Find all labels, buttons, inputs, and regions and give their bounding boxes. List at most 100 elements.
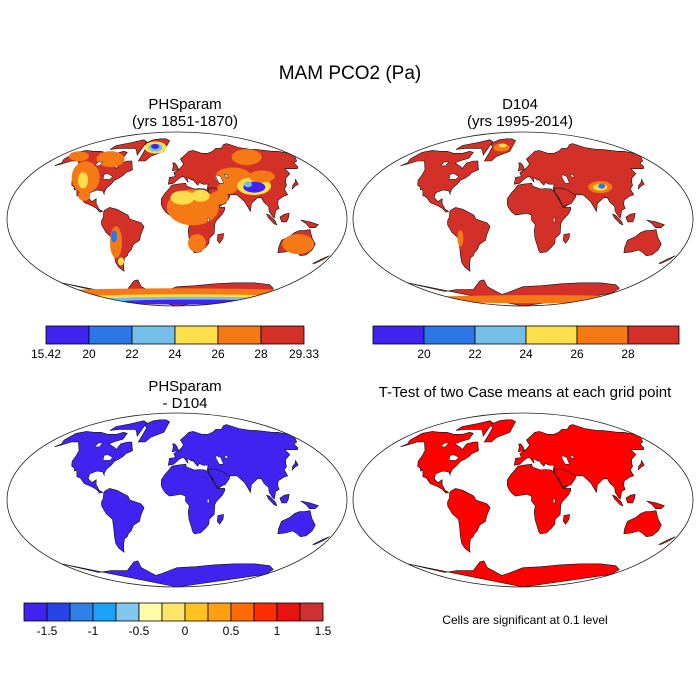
map-mean-case-andes-blue <box>111 230 118 243</box>
map-mean-case-lake-1 <box>102 173 114 180</box>
map-difference-canadian-islands <box>109 420 148 437</box>
map-mean-case-canada-orange <box>96 151 125 168</box>
colorbar-mean-ref: 20 22 24 26 28 <box>372 325 680 361</box>
map-mean-ref-lake-1 <box>448 173 460 180</box>
map-mean-ref-lake-2 <box>561 174 570 184</box>
panel-2-title: D104 (yrs 1995-2014) <box>355 96 685 130</box>
colorbar-difference-label-7: 0 <box>182 624 189 638</box>
map-mean-case-rockies-yellow <box>78 172 89 189</box>
map-significance-lake-2 <box>561 455 570 465</box>
map-difference-borneo <box>279 493 290 504</box>
colorbar-difference-label-9: 0.5 <box>223 624 240 638</box>
colorbar-mean-case-label-0: 15.42 <box>31 347 61 361</box>
map-mean-case-alaska-orange <box>69 151 89 162</box>
colorbar-mean-case-label-1: 20 <box>82 347 96 361</box>
map-mean-case-new-zealand <box>312 255 330 264</box>
colorbar-difference-box-0 <box>23 602 48 622</box>
map-mean-case <box>6 131 348 307</box>
map-mean-ref-canadian-islands <box>455 139 494 156</box>
map-mean-case-tibet-lightblue <box>244 181 252 188</box>
map-significance-africa <box>506 463 572 535</box>
map-significance-eurasia <box>513 424 645 500</box>
map-difference-british-isles <box>171 443 180 453</box>
colorbar-difference-label-11: 1 <box>274 624 281 638</box>
map-significance-border <box>352 412 694 588</box>
map-mean-ref-border <box>352 131 694 307</box>
colorbar-mean-ref-box-1 <box>423 325 476 345</box>
panel-4-title: T-Test of two Case means at each grid po… <box>378 384 672 401</box>
map-mean-case-siberia-orange <box>231 149 262 166</box>
colorbar-difference-box-1 <box>46 602 71 622</box>
colorbar-mean-case-label-2: 22 <box>125 347 139 361</box>
map-significance-lake-1 <box>448 454 460 461</box>
map-mean-ref-arabia <box>554 187 576 207</box>
map-significance-australia <box>623 510 662 538</box>
map-significance-arabia <box>554 468 576 488</box>
map-mean-ref-ocean <box>353 132 693 306</box>
panel-1-title-line2: (yrs 1851-1870) <box>132 113 238 130</box>
map-difference-north-america <box>54 431 133 494</box>
map-mean-case-lake-0 <box>94 161 104 167</box>
map-mean-case-greenland-blue <box>151 144 160 149</box>
colorbar-mean-ref-label-4: 26 <box>570 347 584 361</box>
colorbar-mean-case-box-3 <box>174 325 219 345</box>
map-difference-arabia <box>208 468 230 488</box>
map-mean-case-madagascar <box>216 233 224 244</box>
colorbar-mean-case-box-5 <box>260 325 305 345</box>
map-mean-case-lake-2 <box>215 174 224 184</box>
map-significance-british-isles <box>517 443 526 453</box>
colorbar-difference-box-10 <box>253 602 278 622</box>
map-mean-case-japan <box>291 178 299 190</box>
map-significance-south-america <box>447 488 491 553</box>
map-difference-new-zealand <box>312 536 330 545</box>
colorbar-mean-ref-label-1: 20 <box>417 347 431 361</box>
map-mean-case-lake-3 <box>223 174 229 178</box>
map-difference-south-america <box>101 488 145 553</box>
map-difference-japan <box>291 459 299 471</box>
map-significance-lake-4 <box>552 498 556 504</box>
map-significance-sumatra <box>611 494 624 507</box>
map-mean-case-sumatra <box>265 213 278 226</box>
map-difference-lake-2 <box>215 455 224 465</box>
map-mean-ref-tibet-blue <box>598 183 606 189</box>
colorbar-mean-case-label-6: 29.33 <box>289 347 319 361</box>
map-mean-ref-lake-3 <box>569 174 575 178</box>
map-mean-ref-australia <box>623 229 662 257</box>
map-mean-case-borneo <box>279 212 290 223</box>
colorbar-difference-box-2 <box>69 602 94 622</box>
map-significance-north-america <box>400 431 479 494</box>
map-mean-case-canadian-islands <box>109 139 148 156</box>
main-title: MAM PCO2 (Pa) <box>278 63 422 84</box>
map-difference-greenland <box>137 419 171 443</box>
colorbar-mean-ref-box-4 <box>576 325 629 345</box>
colorbar-difference-label-13: 1.5 <box>315 624 332 638</box>
map-mean-ref-borneo <box>625 212 636 223</box>
map-mean-case-border <box>6 131 348 307</box>
map-difference-lake-3 <box>223 455 229 459</box>
map-difference-lake-4 <box>206 498 210 504</box>
colorbar-difference-box-7 <box>184 602 209 622</box>
map-mean-case-british-isles <box>171 162 180 172</box>
map-significance-new-guinea <box>646 500 665 509</box>
map-mean-ref-lake-0 <box>440 161 450 167</box>
colorbar-mean-ref-label-2: 22 <box>468 347 482 361</box>
map-mean-ref-new-zealand <box>658 255 676 264</box>
colorbar-difference-box-8 <box>207 602 232 622</box>
map-mean-ref-madagascar <box>562 233 570 244</box>
map-significance-ocean <box>353 413 693 587</box>
significance-note: Cells are significant at 0.1 level <box>442 613 608 627</box>
colorbar-mean-case-box-0 <box>45 325 90 345</box>
map-significance-land-layer <box>400 419 676 587</box>
panel-3-title-line1: PHSparam <box>148 378 222 395</box>
map-difference-africa <box>160 463 226 535</box>
colorbar-difference-box-6 <box>161 602 186 622</box>
map-mean-ref-sumatra <box>611 213 624 226</box>
map-significance <box>352 412 694 588</box>
map-mean-ref <box>352 131 694 307</box>
colorbar-difference-box-9 <box>230 602 255 622</box>
map-difference-antarctica <box>61 560 274 587</box>
map-mean-ref-lake-4 <box>552 217 556 223</box>
map-difference-new-guinea <box>300 500 319 509</box>
colorbar-difference-box-4 <box>115 602 140 622</box>
colorbar-mean-case: 15.42 20 22 24 26 28 29.33 <box>31 325 319 361</box>
